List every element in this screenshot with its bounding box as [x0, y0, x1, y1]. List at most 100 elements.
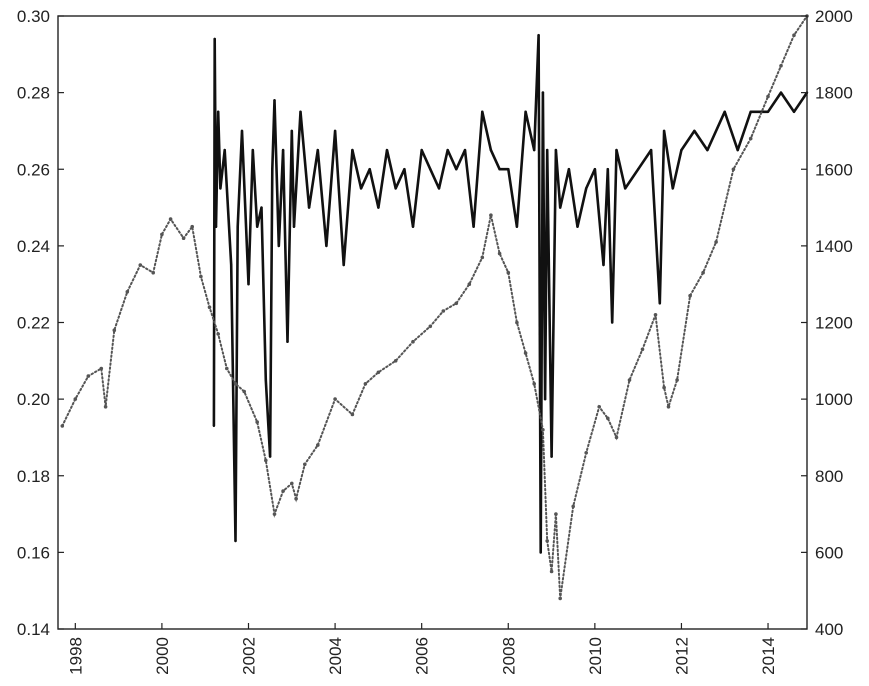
series-0-point — [234, 539, 237, 543]
series-0-point — [498, 168, 501, 171]
series-0-point — [368, 168, 371, 171]
series-1-point — [242, 389, 246, 394]
series-1-point — [393, 359, 398, 363]
series-0-point — [236, 225, 239, 228]
series-0-point — [658, 302, 661, 305]
series-1-point — [779, 64, 783, 68]
series-1-point — [363, 382, 368, 386]
y-right-tick-label: 1600 — [815, 160, 853, 179]
series-0-point — [277, 244, 280, 248]
series-0-point — [693, 129, 696, 133]
y-left-tick-label: 0.24 — [17, 237, 50, 256]
series-1-point — [731, 167, 736, 172]
series-0-point — [706, 148, 709, 152]
series-0-point — [463, 148, 467, 152]
series-1-point — [294, 496, 298, 501]
x-tick-label: 2014 — [759, 637, 778, 675]
series-0-point — [217, 110, 220, 114]
series-1-point — [497, 251, 502, 256]
series-1-point — [168, 217, 173, 221]
series-0-point — [541, 91, 545, 94]
series-1-point — [714, 240, 718, 244]
y-right-tick-label: 800 — [815, 467, 843, 486]
series-1-point — [614, 435, 619, 440]
series-0-point — [533, 148, 536, 152]
series-0-point — [550, 455, 553, 458]
series-1-point — [515, 320, 519, 325]
y-left-tick-label: 0.18 — [17, 467, 50, 486]
series-0-point — [515, 225, 519, 228]
series-0-point — [292, 225, 296, 228]
series-1-point — [350, 412, 355, 417]
y-right-tick-label: 600 — [815, 543, 843, 562]
series-1-point — [290, 481, 294, 486]
series-1-point — [523, 351, 528, 355]
series-1-point — [316, 443, 320, 447]
series-1-point — [73, 397, 78, 401]
series-1-point — [181, 236, 186, 240]
y-right-tick-label: 2000 — [815, 7, 853, 26]
series-0-point — [429, 168, 432, 171]
series-0-point — [316, 148, 319, 152]
x-tick-label: 1998 — [66, 637, 85, 675]
series-1-point — [103, 405, 108, 409]
series-0-point — [420, 148, 423, 152]
series-0-point — [268, 455, 272, 458]
series-1-point — [597, 405, 601, 409]
series-1-point — [558, 596, 562, 601]
series-1-point — [411, 339, 415, 344]
series-0-point — [611, 321, 614, 324]
series-0-point — [325, 244, 328, 248]
x-tick-label: 2004 — [326, 637, 345, 675]
series-1-point — [303, 462, 307, 467]
series-0-point — [359, 187, 363, 190]
series-1-point — [190, 224, 194, 229]
series-0-point — [411, 225, 415, 228]
y-right-tick-label: 1200 — [815, 314, 853, 333]
series-0-point — [543, 397, 547, 401]
series-0-point — [489, 148, 493, 152]
series-0-point — [281, 148, 285, 152]
series-0-point — [307, 206, 311, 209]
series-1-point — [216, 332, 220, 336]
series-0-point — [240, 129, 244, 133]
series-0-point — [273, 99, 276, 102]
series-0-point — [214, 225, 218, 228]
series-0-point — [446, 148, 449, 152]
series-0-point — [481, 110, 484, 114]
x-tick-label: 2000 — [153, 637, 172, 675]
series-1-point — [653, 313, 658, 317]
series-1-point — [675, 378, 679, 382]
series-0-point — [554, 148, 558, 152]
series-1-point — [428, 324, 433, 329]
series-0-point — [792, 110, 796, 114]
series-0-point — [299, 110, 302, 114]
y-right-tick-label: 1000 — [815, 390, 853, 409]
series-1-point — [545, 539, 549, 543]
series-1-point — [541, 428, 545, 432]
series-1-point — [489, 213, 493, 217]
series-1-point — [233, 382, 238, 386]
series-1-point — [441, 309, 446, 313]
series-1-point — [151, 270, 155, 275]
x-tick-label: 2006 — [413, 637, 432, 675]
series-1-point — [571, 504, 575, 509]
series-1-point — [160, 232, 164, 237]
y-right-tick-label: 400 — [815, 620, 843, 639]
series-1-point — [606, 416, 610, 421]
series-0-point — [766, 110, 770, 114]
series-1-point — [480, 255, 485, 260]
series-0-point — [671, 187, 674, 190]
series-1-point — [766, 94, 770, 99]
series-0-point — [219, 187, 222, 190]
y-left-tick-label: 0.14 — [17, 620, 50, 639]
series-0-point — [779, 91, 783, 94]
series-0-point — [351, 148, 354, 152]
series-0-point — [213, 37, 216, 41]
series-0-point — [247, 283, 250, 286]
series-1-point — [506, 270, 511, 275]
y-right-tick-label: 1400 — [815, 237, 853, 256]
series-1-point — [467, 282, 472, 287]
series-0-point — [251, 148, 254, 152]
series-1-point — [554, 512, 558, 516]
